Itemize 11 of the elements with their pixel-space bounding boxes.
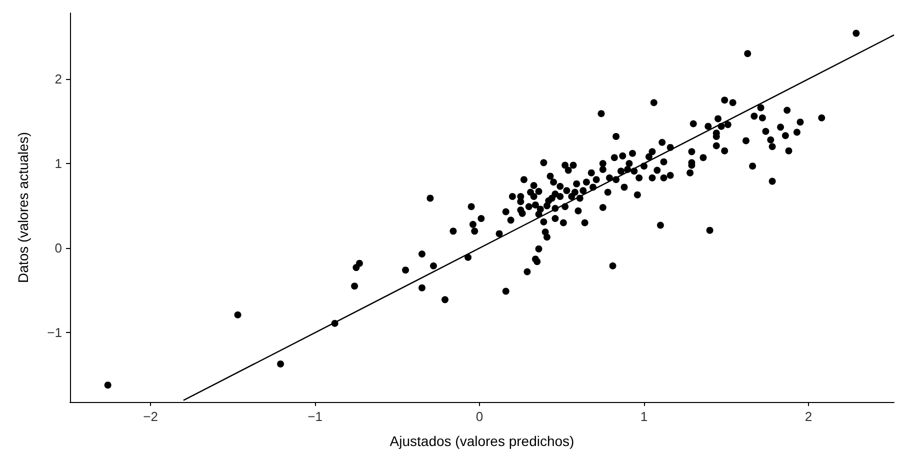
x-axis-title: Ajustados (valores predichos) xyxy=(390,433,574,449)
x-tick-label: −2 xyxy=(143,409,158,424)
x-tick-label: 0 xyxy=(476,409,484,424)
x-tick-label: 1 xyxy=(640,409,648,424)
y-tick-label: 2 xyxy=(54,71,62,86)
x-tick-label: −1 xyxy=(308,409,322,424)
y-tick-label: 0 xyxy=(54,240,62,256)
y-tick-label: −1 xyxy=(47,325,62,340)
x-tick-label: 2 xyxy=(804,409,812,424)
y-axis-title: Datos (valores actuales) xyxy=(15,132,31,283)
y-tick-label: 1 xyxy=(54,156,62,172)
